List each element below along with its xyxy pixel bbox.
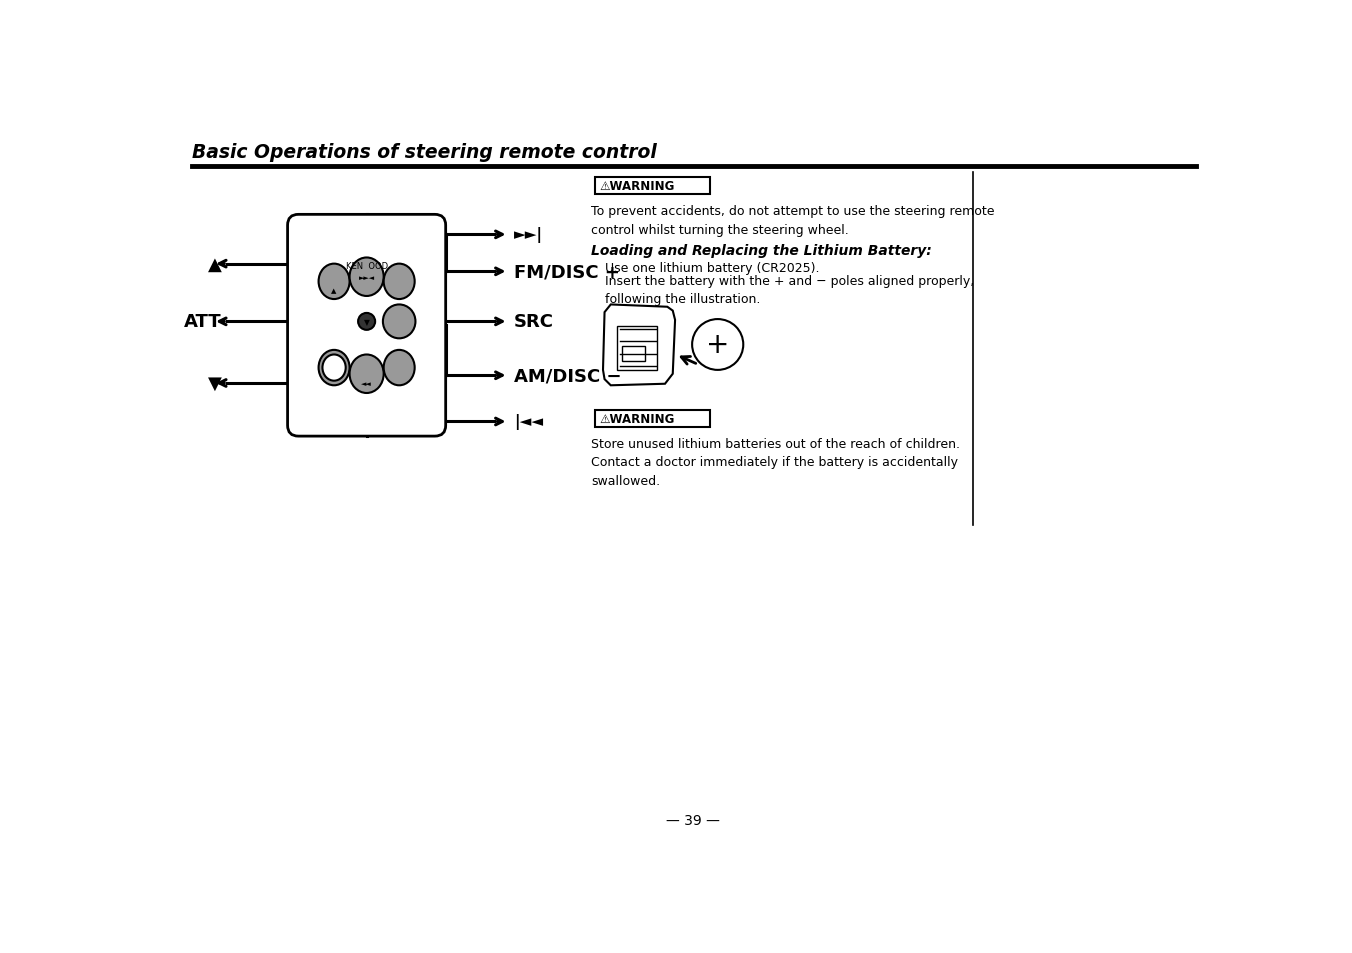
- Text: ▼: ▼: [208, 375, 222, 393]
- Ellipse shape: [322, 355, 346, 381]
- Ellipse shape: [350, 355, 384, 394]
- Ellipse shape: [319, 264, 350, 300]
- FancyBboxPatch shape: [622, 347, 645, 362]
- Text: Basic Operations of steering remote control: Basic Operations of steering remote cont…: [192, 143, 657, 162]
- Text: +: +: [706, 331, 729, 359]
- Text: AM/DISC −: AM/DISC −: [514, 367, 622, 385]
- Text: |◄◄: |◄◄: [514, 414, 544, 430]
- Ellipse shape: [319, 351, 350, 386]
- Text: ▲: ▲: [331, 288, 337, 294]
- Text: Store unused lithium batteries out of the reach of children.
Contact a doctor im: Store unused lithium batteries out of th…: [591, 437, 960, 487]
- Text: ◄◄: ◄◄: [361, 380, 372, 387]
- Text: Insert the battery with the + and − poles aligned properly,
following the illust: Insert the battery with the + and − pole…: [606, 274, 975, 306]
- Circle shape: [692, 320, 744, 371]
- Text: — 39 —: — 39 —: [667, 814, 719, 827]
- Text: Loading and Replacing the Lithium Battery:: Loading and Replacing the Lithium Batter…: [591, 244, 932, 257]
- FancyBboxPatch shape: [595, 411, 710, 428]
- Ellipse shape: [384, 351, 415, 386]
- Text: ⚠WARNING: ⚠WARNING: [600, 413, 675, 425]
- Text: ATT: ATT: [184, 313, 222, 331]
- Text: SRC: SRC: [514, 313, 554, 331]
- Ellipse shape: [358, 314, 375, 331]
- Text: ▼: ▼: [364, 317, 369, 327]
- Text: ►►◄: ►►◄: [358, 274, 375, 280]
- Text: Use one lithium battery (CR2025).: Use one lithium battery (CR2025).: [606, 262, 819, 275]
- FancyBboxPatch shape: [617, 327, 657, 371]
- FancyBboxPatch shape: [595, 178, 710, 195]
- Text: ►►|: ►►|: [514, 227, 544, 243]
- Text: To prevent accidents, do not attempt to use the steering remote
control whilst t: To prevent accidents, do not attempt to …: [591, 205, 995, 236]
- Text: FM/DISC +: FM/DISC +: [514, 263, 619, 281]
- Text: KEN  OOD: KEN OOD: [346, 262, 388, 272]
- Ellipse shape: [383, 305, 415, 339]
- Polygon shape: [603, 305, 675, 386]
- Text: ▲: ▲: [208, 255, 222, 274]
- Ellipse shape: [350, 258, 384, 296]
- Text: ⚠WARNING: ⚠WARNING: [600, 180, 675, 193]
- FancyBboxPatch shape: [288, 215, 446, 436]
- Ellipse shape: [384, 264, 415, 300]
